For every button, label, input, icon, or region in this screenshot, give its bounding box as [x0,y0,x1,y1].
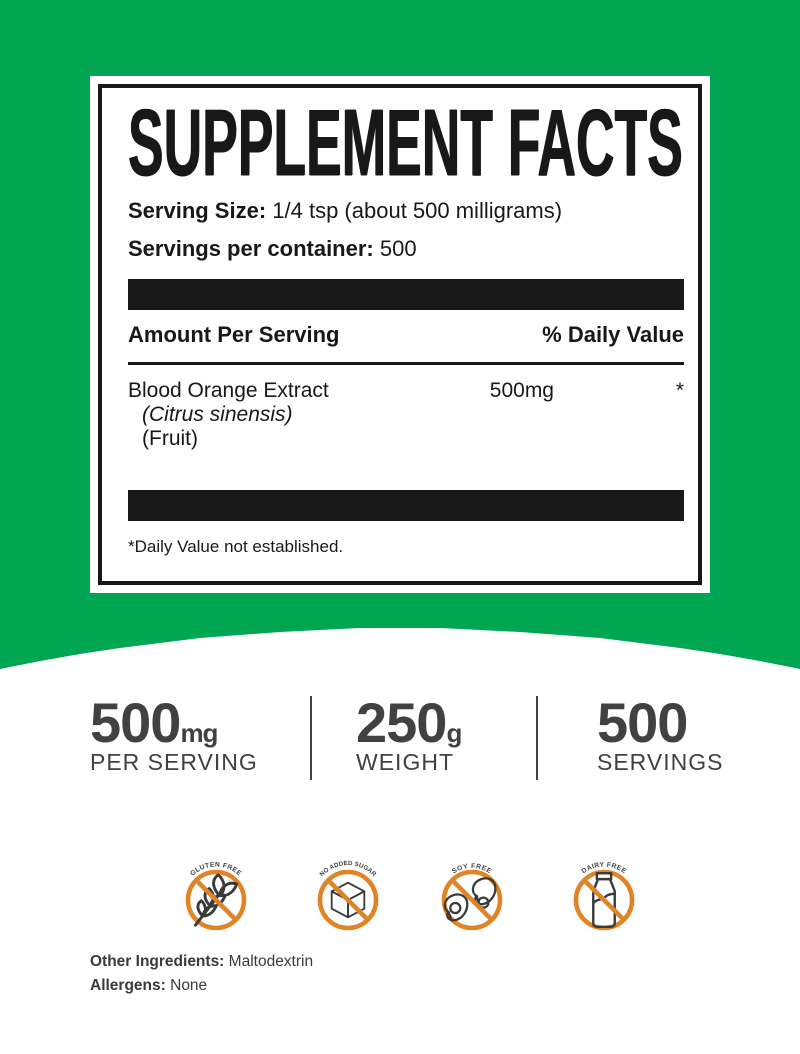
svg-text:NO ADDED SUGAR: NO ADDED SUGAR [318,860,377,878]
